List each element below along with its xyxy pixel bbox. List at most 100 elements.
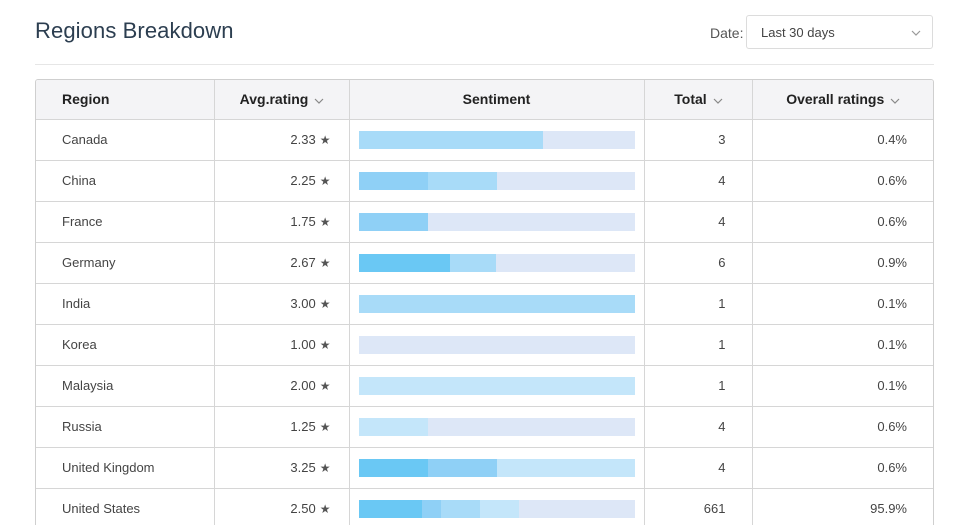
overall-ratings-cell: 0.6% [751,159,933,202]
region-cell: India [36,282,215,325]
sentiment-segment [358,417,428,436]
table-row: Russia 1.25 ★ 4 0.6% [36,405,933,448]
overall-ratings-cell: 95.9% [751,487,933,525]
sentiment-cell [348,159,645,202]
table-row: Malaysia 2.00 ★ 1 0.1% [36,364,933,407]
table-row: Germany 2.67 ★ 6 0.9% [36,241,933,284]
column-header-avg-rating[interactable]: Avg.rating [213,80,350,120]
sentiment-segment [496,253,635,272]
avg-rating-cell: 2.50 ★ [213,487,350,525]
region-cell: Russia [36,405,215,448]
table-body: Canada 2.33 ★ 3 0.4% China 2.25 ★ 4 0.6% France 1.7… [36,118,933,525]
total-cell: 1 [643,364,753,407]
total-cell: 1 [643,323,753,366]
avg-rating-value: 3.25 [290,460,316,475]
column-header-overall-ratings[interactable]: Overall ratings [751,80,933,120]
region-cell: United Kingdom [36,446,215,489]
total-cell: 4 [643,200,753,243]
column-header-sentiment-label: Sentiment [462,91,531,108]
avg-rating-cell: 3.00 ★ [213,282,350,325]
sentiment-bar [358,458,635,477]
avg-rating-cell: 3.25 ★ [213,446,350,489]
avg-rating-cell: 1.25 ★ [213,405,350,448]
avg-rating-cell: 2.67 ★ [213,241,350,284]
star-icon: ★ [319,174,331,188]
sentiment-cell [348,323,645,366]
avg-rating-value: 3.00 [290,296,316,311]
avg-rating-cell: 2.00 ★ [213,364,350,407]
avg-rating-cell: 1.75 ★ [213,200,350,243]
sentiment-cell [348,405,645,448]
total-cell: 3 [643,118,753,161]
sentiment-cell [348,364,645,407]
column-header-avg-rating-label: Avg.rating [239,91,309,108]
table-row: France 1.75 ★ 4 0.6% [36,200,933,243]
star-icon: ★ [319,338,331,352]
sentiment-segment [427,212,635,231]
sentiment-segment [358,253,451,272]
avg-rating-value: 1.00 [290,337,316,352]
sentiment-segment [542,130,635,149]
total-cell: 661 [643,487,753,525]
date-label: Date: [710,25,744,41]
sentiment-bar [358,417,635,436]
sentiment-bar [358,335,635,354]
sentiment-cell [348,118,645,161]
sort-chevron-icon [890,98,900,104]
sentiment-segment [496,458,635,477]
total-cell: 4 [643,159,753,202]
sentiment-segment [427,417,635,436]
star-icon: ★ [319,133,331,147]
table-row: China 2.25 ★ 4 0.6% [36,159,933,202]
overall-ratings-cell: 0.6% [751,405,933,448]
overall-ratings-cell: 0.4% [751,118,933,161]
column-header-region-label: Region [62,91,110,108]
sentiment-cell [348,200,645,243]
sentiment-segment [358,458,428,477]
sentiment-bar [358,294,635,313]
table-row: Canada 2.33 ★ 3 0.4% [36,118,933,161]
overall-ratings-cell: 0.6% [751,446,933,489]
avg-rating-value: 2.33 [290,132,316,147]
sentiment-cell [348,282,645,325]
overall-ratings-cell: 0.1% [751,323,933,366]
column-header-overall-ratings-label: Overall ratings [786,91,885,108]
region-cell: United States [36,487,215,525]
region-cell: France [36,200,215,243]
sentiment-segment [450,253,497,272]
sentiment-segment [427,458,497,477]
avg-rating-value: 1.75 [290,214,316,229]
table-row: India 3.00 ★ 1 0.1% [36,282,933,325]
sentiment-cell [348,487,645,525]
sentiment-segment [421,499,442,518]
sentiment-cell [348,446,645,489]
star-icon: ★ [319,461,331,475]
avg-rating-value: 2.67 [290,255,316,270]
sentiment-segment [358,335,635,354]
avg-rating-value: 2.50 [290,501,316,516]
star-icon: ★ [319,379,331,393]
column-header-sentiment: Sentiment [348,80,645,120]
sentiment-bar [358,253,635,272]
sort-chevron-icon [314,98,324,104]
sentiment-segment [518,499,635,518]
overall-ratings-cell: 0.9% [751,241,933,284]
star-icon: ★ [319,256,331,270]
column-header-total[interactable]: Total [643,80,753,120]
region-cell: Malaysia [36,364,215,407]
table-row: United States 2.50 ★ 661 95.9% [36,487,933,525]
regions-table: Region Avg.rating Sentiment Total Overal… [35,79,934,525]
sentiment-segment [358,376,635,395]
table-header-row: Region Avg.rating Sentiment Total Overal… [36,80,933,120]
sentiment-bar [358,499,635,518]
sentiment-bar [358,212,635,231]
sentiment-segment [358,499,422,518]
sentiment-segment [427,171,497,190]
table-row: United Kingdom 3.25 ★ 4 0.6% [36,446,933,489]
avg-rating-value: 1.25 [290,419,316,434]
sort-chevron-icon [713,98,723,104]
overall-ratings-cell: 0.6% [751,200,933,243]
date-range-select[interactable]: Last 30 days [746,15,933,49]
sentiment-segment [441,499,480,518]
